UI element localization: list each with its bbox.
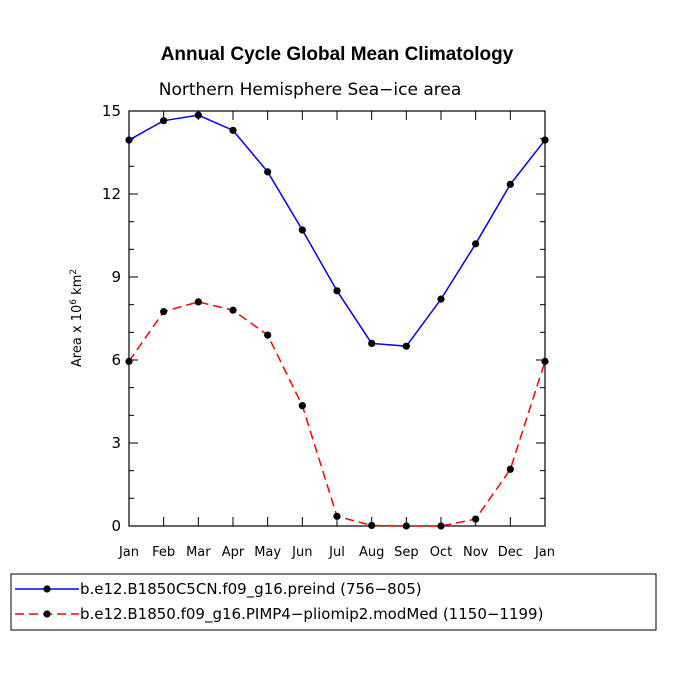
data-point <box>125 136 133 144</box>
series-line-1 <box>128 114 546 347</box>
data-point <box>298 226 306 234</box>
plot-frame <box>128 110 546 527</box>
data-point <box>472 515 480 523</box>
legend: b.e12.B1850C5CN.f09_g16.preind (756−805)… <box>10 573 657 631</box>
data-point <box>437 522 445 530</box>
data-point <box>264 331 272 339</box>
x-tick-label: Jun <box>291 545 312 560</box>
legend-box <box>10 573 657 631</box>
data-point <box>506 180 514 188</box>
chart-subtitle: Northern Hemisphere Sea−ice area <box>159 80 462 100</box>
x-tick-label: Sep <box>394 545 419 560</box>
y-axis-label-unit-exponent: 2 <box>69 269 79 275</box>
data-point <box>160 117 168 125</box>
data-point <box>229 126 237 134</box>
y-axis-label: Area x 106 km2 <box>69 269 85 367</box>
data-point <box>194 298 202 306</box>
x-tick-label: May <box>254 545 281 560</box>
x-tick-label: Oct <box>430 545 452 560</box>
y-tick-label: 9 <box>111 268 121 286</box>
y-axis-label-prefix: Area x 10 <box>70 305 85 367</box>
data-point <box>402 342 410 350</box>
data-point <box>437 295 445 303</box>
series-layer <box>125 111 549 530</box>
legend-label-2: b.e12.B1850.f09_g16.PIMP4−pliomip2.modMe… <box>80 605 543 624</box>
x-tick-label: Mar <box>186 545 211 560</box>
series-line-2 <box>128 301 546 527</box>
x-tick-label: Dec <box>498 545 523 560</box>
x-tick-label: Nov <box>463 545 489 560</box>
data-point <box>125 357 133 365</box>
x-tick-label: Jan <box>118 545 139 560</box>
y-axis-label-suffix: km <box>70 275 85 299</box>
data-point <box>298 402 306 410</box>
plot-axes: 0 3 6 9 12 15 Jan Feb Mar Apr May Jun Jul Aug Sep Oct No… <box>102 102 555 560</box>
x-tick-label: Feb <box>152 545 175 560</box>
y-tick-label: 6 <box>111 351 121 369</box>
data-point <box>402 522 410 530</box>
legend-marker-1 <box>43 585 51 593</box>
series-2 <box>125 298 549 530</box>
data-point <box>541 357 549 365</box>
data-point <box>333 287 341 295</box>
legend-marker-2 <box>43 610 51 618</box>
series-1 <box>125 111 549 350</box>
y-axis-label-exponent: 6 <box>69 299 79 305</box>
x-tick-label: Jul <box>328 545 345 560</box>
data-point <box>368 339 376 347</box>
y-tick-label: 12 <box>102 185 121 203</box>
y-tick-label: 15 <box>102 102 121 120</box>
x-tick-label: Jan <box>534 545 555 560</box>
data-point <box>506 465 514 473</box>
y-tick-label: 0 <box>111 517 121 535</box>
data-point <box>264 168 272 176</box>
data-point <box>160 307 168 316</box>
chart-title: Annual Cycle Global Mean Climatology <box>161 44 514 65</box>
legend-label-1: b.e12.B1850C5CN.f09_g16.preind (756−805) <box>80 580 422 599</box>
data-point <box>333 512 341 520</box>
x-tick-label: Apr <box>222 545 245 560</box>
x-tick-label: Aug <box>359 545 384 560</box>
svg-text:Area x 106 km2: Area x 106 km2 <box>69 269 85 367</box>
y-tick-label: 3 <box>111 434 121 452</box>
data-point <box>229 306 237 314</box>
data-point <box>472 240 480 248</box>
data-point <box>541 136 549 144</box>
data-point <box>368 521 376 530</box>
data-point <box>194 111 202 119</box>
